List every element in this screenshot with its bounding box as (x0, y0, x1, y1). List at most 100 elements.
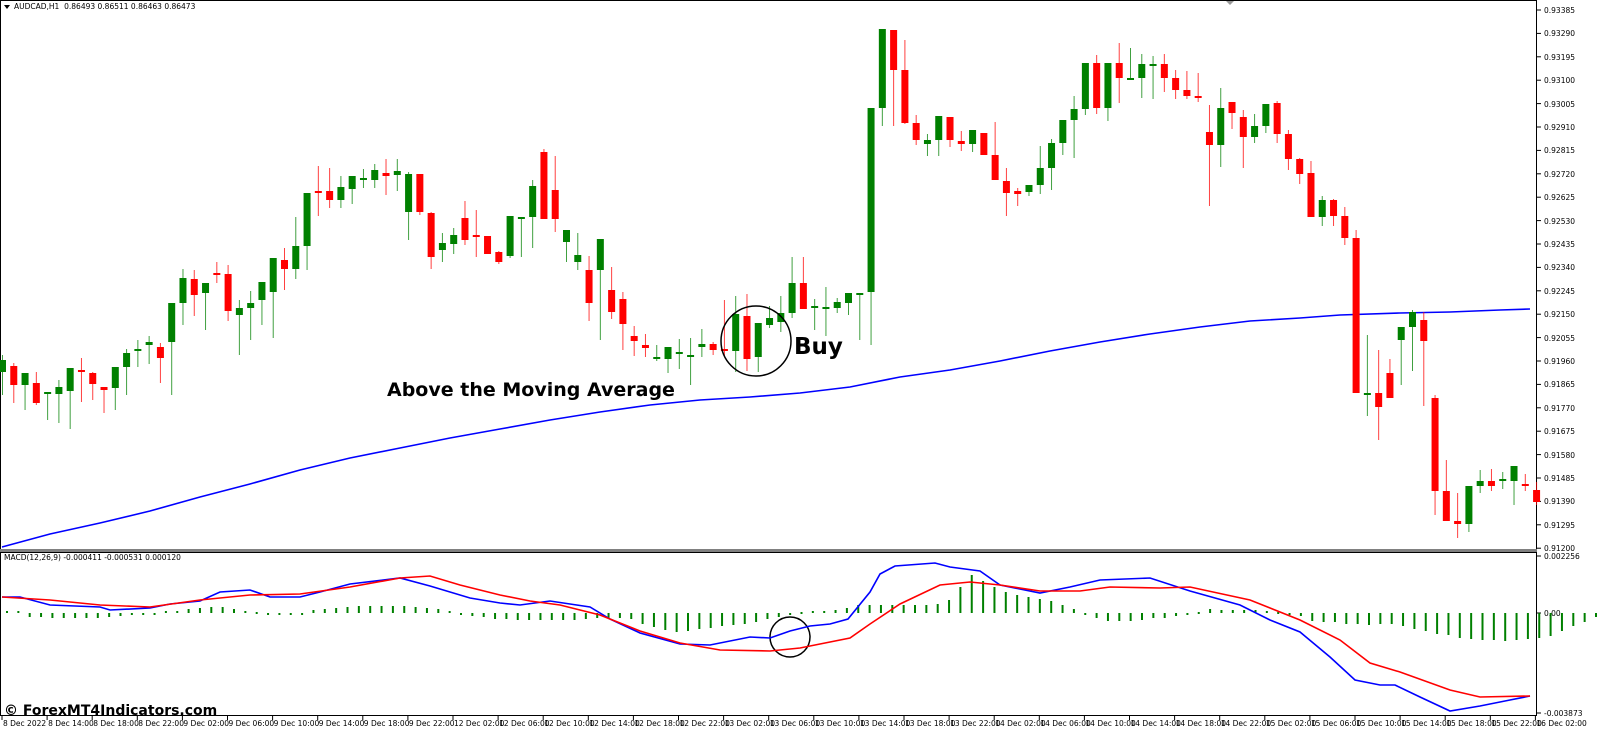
symbol-header: AUDCAD,H1 0.86493 0.86511 0.86463 0.8647… (4, 2, 195, 11)
price-tick-label: 0.92435 (1544, 240, 1576, 249)
bull-candle (1036, 168, 1044, 185)
time-tick-label: 15 Dec 06:00 (1310, 719, 1362, 728)
price-tick-label: 0.91960 (1544, 357, 1576, 366)
buy-signal-circle (720, 305, 792, 377)
bull-candle (66, 368, 74, 391)
time-tick-label: 12 Dec 02:00 (454, 719, 505, 728)
bear-candle (1533, 490, 1541, 502)
bear-candle (1454, 521, 1462, 524)
price-tick-label: 0.91390 (1544, 497, 1576, 507)
bear-candle (1115, 63, 1123, 78)
bear-candle (1194, 96, 1202, 98)
bull-candle (1409, 312, 1416, 327)
bear-candle (326, 191, 334, 200)
price-tick-label: 0.93290 (1544, 29, 1576, 39)
price-tick-label: 0.92055 (1544, 333, 1576, 343)
bull-candle (923, 140, 931, 144)
time-tick-label: 16 Dec 02:00 (1536, 719, 1587, 728)
bear-candle (281, 260, 288, 269)
time-tick-label: 13 Dec 06:00 (769, 719, 821, 728)
bear-candle (484, 236, 492, 254)
bear-candle (213, 273, 221, 275)
macd-frame (0, 552, 1537, 716)
bear-candle (1386, 373, 1394, 398)
time-tick-label: 14 Dec 22:00 (1220, 719, 1272, 728)
bear-candle (619, 299, 627, 324)
price-tick-label: 0.91865 (1544, 380, 1576, 390)
bear-candle (551, 190, 559, 219)
bull-candle (1476, 481, 1484, 486)
price-tick-label: 0.92625 (1544, 193, 1576, 203)
time-tick-label: 8 Dec 18:00 (93, 719, 139, 728)
bear-candle (1273, 103, 1281, 134)
bear-candle (1014, 191, 1022, 194)
bull-candle (754, 323, 762, 357)
bull-candle (935, 116, 943, 140)
bear-candle (1341, 216, 1349, 238)
bull-candle (1262, 104, 1270, 126)
bull-candle (563, 230, 570, 242)
bull-candle (517, 217, 525, 219)
bear-candle (1296, 159, 1304, 174)
bear-candle (991, 155, 999, 180)
bear-candle (472, 235, 480, 237)
bear-candle (1284, 134, 1292, 159)
price-tick-label: 0.91295 (1544, 520, 1576, 530)
bull-candle (1217, 108, 1225, 145)
bull-candle (1025, 185, 1033, 192)
bull-candle (269, 258, 277, 292)
bear-candle (1307, 173, 1315, 217)
time-tick-label: 15 Dec 22:00 (1491, 719, 1542, 728)
bull-candle (856, 293, 864, 295)
bull-candle (1149, 64, 1157, 66)
price-tick-label: 0.92340 (1544, 263, 1576, 273)
shift-marker-icon (1226, 1, 1234, 5)
bear-candle (224, 274, 232, 311)
bull-candle (766, 318, 774, 325)
bull-candle (202, 283, 210, 293)
bear-candle (1093, 63, 1101, 108)
bull-candle (1397, 327, 1405, 340)
bull-candle (777, 313, 785, 322)
time-tick-label: 14 Dec 02:00 (995, 719, 1046, 728)
bull-candle (1363, 393, 1371, 395)
bull-candle (1510, 466, 1518, 481)
bear-candle (799, 283, 807, 309)
bear-candle (1330, 200, 1338, 216)
signal-line (1, 575, 1531, 698)
bear-candle (1002, 181, 1010, 193)
bull-candle (1127, 78, 1134, 80)
bear-candle (382, 173, 390, 176)
macd-cross-circle (769, 616, 811, 658)
time-tick-label: 14 Dec 14:00 (1130, 719, 1181, 728)
bear-candle (1431, 398, 1439, 491)
time-tick-label: 12 Dec 14:00 (589, 719, 640, 728)
bull-candle (845, 293, 852, 303)
bear-candle (946, 117, 954, 140)
ohlc-values: 0.86493 0.86511 0.86463 0.86473 (64, 2, 196, 11)
bull-candle (405, 174, 413, 212)
bear-candle (190, 279, 198, 295)
bull-candle (134, 349, 142, 351)
macd-tick-label: -0.003873 (1544, 709, 1583, 718)
time-tick-label: 12 Dec 06:00 (499, 719, 550, 728)
price-tick-label: 0.91580 (1544, 450, 1576, 460)
bear-candle (1487, 481, 1495, 486)
time-tick-label: 9 Dec 10:00 (273, 719, 320, 728)
bear-candle (720, 349, 728, 351)
bull-candle (123, 353, 131, 367)
time-tick-label: 13 Dec 02:00 (724, 719, 776, 728)
bull-candle (732, 314, 740, 351)
bear-candle (156, 347, 164, 358)
bear-candle (957, 141, 965, 144)
bull-candle (1081, 63, 1089, 109)
bull-candle (111, 367, 119, 388)
dropdown-triangle-icon[interactable] (4, 5, 10, 9)
bull-candle (1138, 64, 1146, 78)
price-tick-label: 0.92720 (1544, 169, 1576, 179)
time-tick-label: 9 Dec 18:00 (363, 719, 410, 728)
bull-candle (596, 239, 604, 270)
bull-candle (878, 29, 886, 108)
